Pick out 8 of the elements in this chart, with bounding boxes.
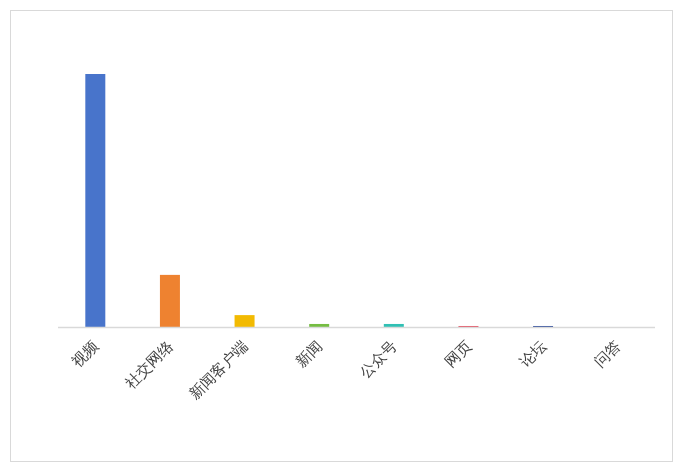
x-tick-label: 网页 — [442, 338, 476, 372]
x-tick-label: 问答 — [591, 338, 625, 372]
x-tick-label: 新闻客户端 — [186, 338, 252, 403]
x-tick-label: 新闻 — [292, 338, 326, 372]
x-tick-label: 论坛 — [516, 338, 550, 372]
x-tick-label: 视频 — [68, 338, 102, 372]
x-tick-label: 社交网络 — [122, 338, 177, 392]
x-tick-label: 公众号 — [356, 338, 401, 382]
